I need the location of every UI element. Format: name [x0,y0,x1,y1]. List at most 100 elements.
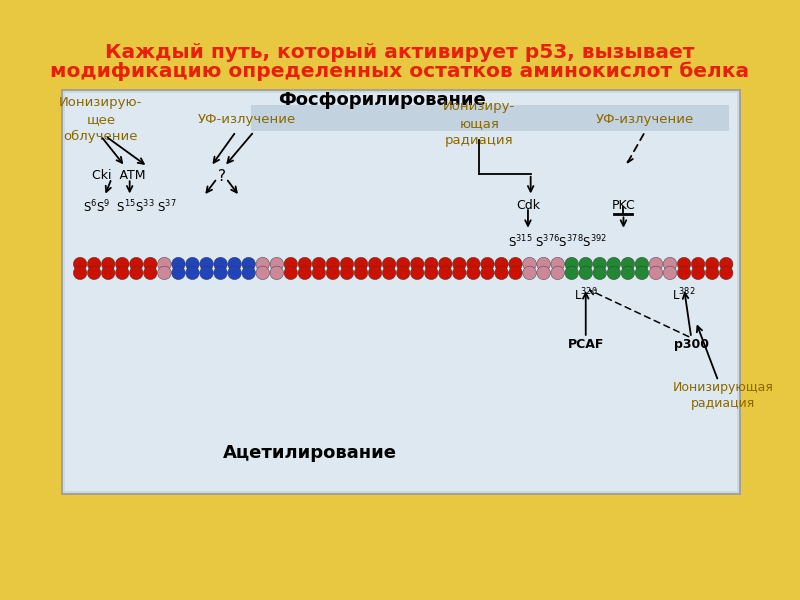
Circle shape [74,266,87,280]
Circle shape [256,266,270,280]
Text: модификацию определенных остатков аминокислот белка: модификацию определенных остатков аминок… [50,61,750,81]
Circle shape [410,266,424,280]
Circle shape [115,266,129,280]
Text: L$^{382}$: L$^{382}$ [672,286,696,303]
Circle shape [242,257,255,271]
Circle shape [678,266,691,280]
Text: Cki  ATM: Cki ATM [92,169,146,182]
Circle shape [523,266,536,280]
Circle shape [438,257,452,271]
Circle shape [579,257,593,271]
Text: PCAF: PCAF [567,338,604,351]
Circle shape [425,257,438,271]
Circle shape [270,266,283,280]
Circle shape [214,257,227,271]
Circle shape [270,257,283,271]
Circle shape [228,266,242,280]
Circle shape [186,257,199,271]
Circle shape [551,257,565,271]
Bar [251,106,729,131]
Circle shape [228,257,242,271]
FancyBboxPatch shape [62,90,740,494]
Text: Каждый путь, который активирует р53, вызывает: Каждый путь, который активирует р53, выз… [106,43,694,62]
Circle shape [593,266,606,280]
Circle shape [158,266,171,280]
Circle shape [678,257,691,271]
Text: S$^{315}$ S$^{376}$S$^{378}$S$^{392}$: S$^{315}$ S$^{376}$S$^{378}$S$^{392}$ [508,233,607,250]
Circle shape [312,257,326,271]
Text: PKC: PKC [611,199,635,212]
Circle shape [312,266,326,280]
Circle shape [621,266,634,280]
Circle shape [326,266,340,280]
Circle shape [494,257,508,271]
Circle shape [158,257,171,271]
Circle shape [396,257,410,271]
Text: p300: p300 [674,338,709,351]
Text: ?: ? [218,169,226,184]
Circle shape [87,257,101,271]
Circle shape [523,257,536,271]
Text: Cdk: Cdk [516,199,540,212]
Circle shape [172,257,185,271]
Text: УФ-излучение: УФ-излучение [198,113,296,126]
Circle shape [354,266,368,280]
Text: S$^6$S$^9$  S$^{15}$S$^{33}$ S$^{37}$: S$^6$S$^9$ S$^{15}$S$^{33}$ S$^{37}$ [83,199,177,215]
Circle shape [200,266,214,280]
Text: Ионизирующая
радиация: Ионизирующая радиация [672,381,774,410]
Circle shape [130,257,143,271]
Circle shape [607,266,621,280]
Circle shape [607,257,621,271]
Circle shape [579,266,593,280]
Circle shape [340,266,354,280]
Circle shape [635,266,649,280]
Circle shape [565,266,578,280]
Text: Ионизиру-
ющая
радиация: Ионизиру- ющая радиация [443,100,515,147]
Circle shape [719,266,733,280]
Circle shape [186,266,199,280]
Circle shape [621,257,634,271]
Circle shape [466,266,480,280]
Circle shape [143,266,157,280]
Circle shape [691,257,705,271]
Text: L$^{320}$: L$^{320}$ [574,286,598,303]
Circle shape [396,266,410,280]
Circle shape [284,266,298,280]
Text: Ионизирую-
щее
облучение: Ионизирую- щее облучение [59,96,142,143]
Circle shape [565,257,578,271]
Circle shape [551,266,565,280]
Circle shape [200,257,214,271]
Circle shape [481,266,494,280]
Circle shape [382,266,396,280]
Text: УФ-излучение: УФ-излучение [596,113,694,126]
Circle shape [635,257,649,271]
Circle shape [509,257,522,271]
Circle shape [102,257,115,271]
Circle shape [537,266,550,280]
Circle shape [453,257,466,271]
Circle shape [706,266,719,280]
Circle shape [368,257,382,271]
Circle shape [87,266,101,280]
Circle shape [410,257,424,271]
Text: Ацетилирование: Ацетилирование [223,444,397,462]
Circle shape [256,257,270,271]
Circle shape [593,257,606,271]
Circle shape [298,266,311,280]
Circle shape [719,257,733,271]
Circle shape [340,257,354,271]
Circle shape [214,266,227,280]
Circle shape [102,266,115,280]
Circle shape [298,257,311,271]
Text: Фосфорилирование: Фосфорилирование [278,91,486,109]
Circle shape [650,257,662,271]
Circle shape [663,266,677,280]
Circle shape [438,266,452,280]
Circle shape [663,257,677,271]
Circle shape [172,266,185,280]
Circle shape [130,266,143,280]
Circle shape [650,266,662,280]
Circle shape [143,257,157,271]
Circle shape [509,266,522,280]
Circle shape [706,257,719,271]
